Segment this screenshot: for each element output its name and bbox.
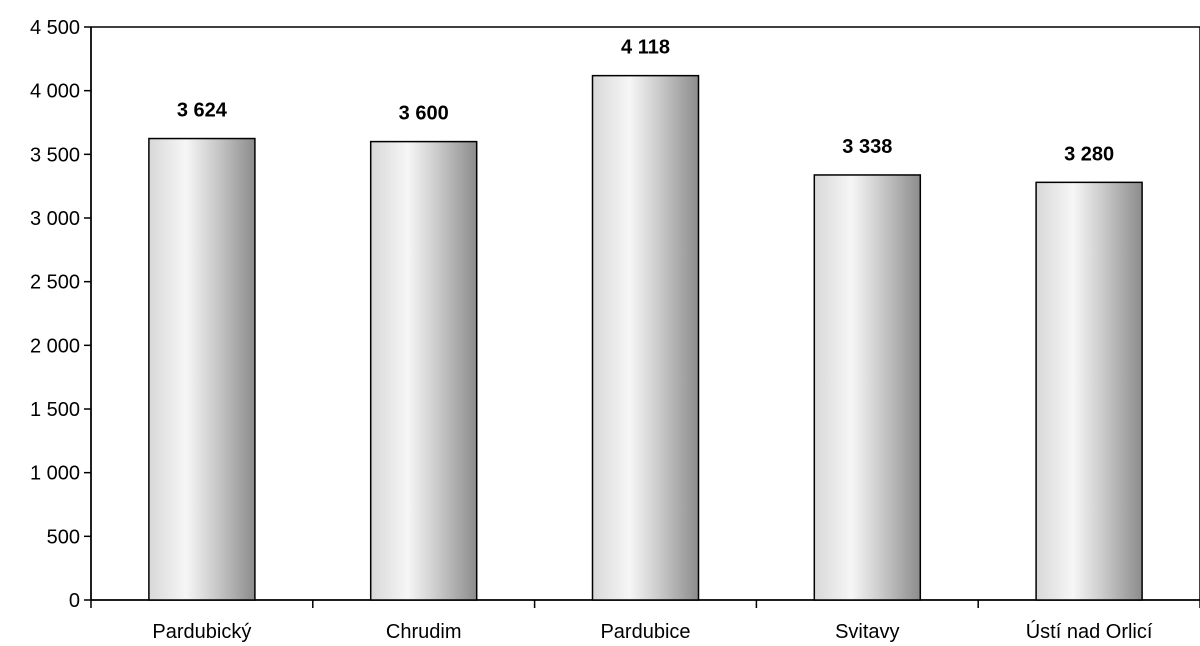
y-tick-label: 2 000 bbox=[30, 335, 80, 357]
bar bbox=[148, 137, 256, 601]
x-category-label: Svitavy bbox=[835, 621, 899, 643]
bar bbox=[1035, 181, 1143, 601]
y-tick-label: 3 500 bbox=[30, 144, 80, 166]
bar-value-label: 3 600 bbox=[399, 103, 449, 125]
y-tick-label: 4 000 bbox=[30, 81, 80, 103]
y-tick-label: 3 000 bbox=[30, 208, 80, 230]
x-axis: Pardubický Chrudim Pardubice Svitavy Ústí na… bbox=[90, 599, 1200, 643]
y-tick-label: 1 500 bbox=[30, 399, 80, 421]
x-category-label: Ústí nad Orlicí bbox=[1026, 620, 1153, 643]
bar bbox=[591, 74, 700, 601]
y-tick-label: 1 000 bbox=[30, 463, 80, 485]
x-category-label: Chrudim bbox=[386, 621, 462, 643]
x-category-label: Pardubice bbox=[600, 621, 690, 643]
data-labels: 3 624 3 600 4 118 3 338 3 280 bbox=[177, 37, 1114, 166]
bar-value-label: 3 624 bbox=[177, 100, 228, 122]
bar-value-label: 4 118 bbox=[621, 37, 670, 59]
bar-value-label: 3 280 bbox=[1064, 143, 1114, 165]
y-axis: 0 500 1 000 1 500 2 000 2 500 3 000 3 500 4 000 4… bbox=[30, 17, 92, 612]
y-tick-label: 4 500 bbox=[30, 17, 80, 39]
x-category-label: Pardubický bbox=[152, 621, 251, 643]
y-tick-label: 2 500 bbox=[30, 272, 80, 294]
y-tick-label: 500 bbox=[47, 526, 80, 548]
bar-value-label: 3 338 bbox=[842, 136, 892, 158]
y-tick-label: 0 bbox=[69, 590, 80, 612]
bars bbox=[148, 74, 1143, 601]
bar bbox=[813, 174, 922, 601]
bar bbox=[369, 140, 478, 601]
